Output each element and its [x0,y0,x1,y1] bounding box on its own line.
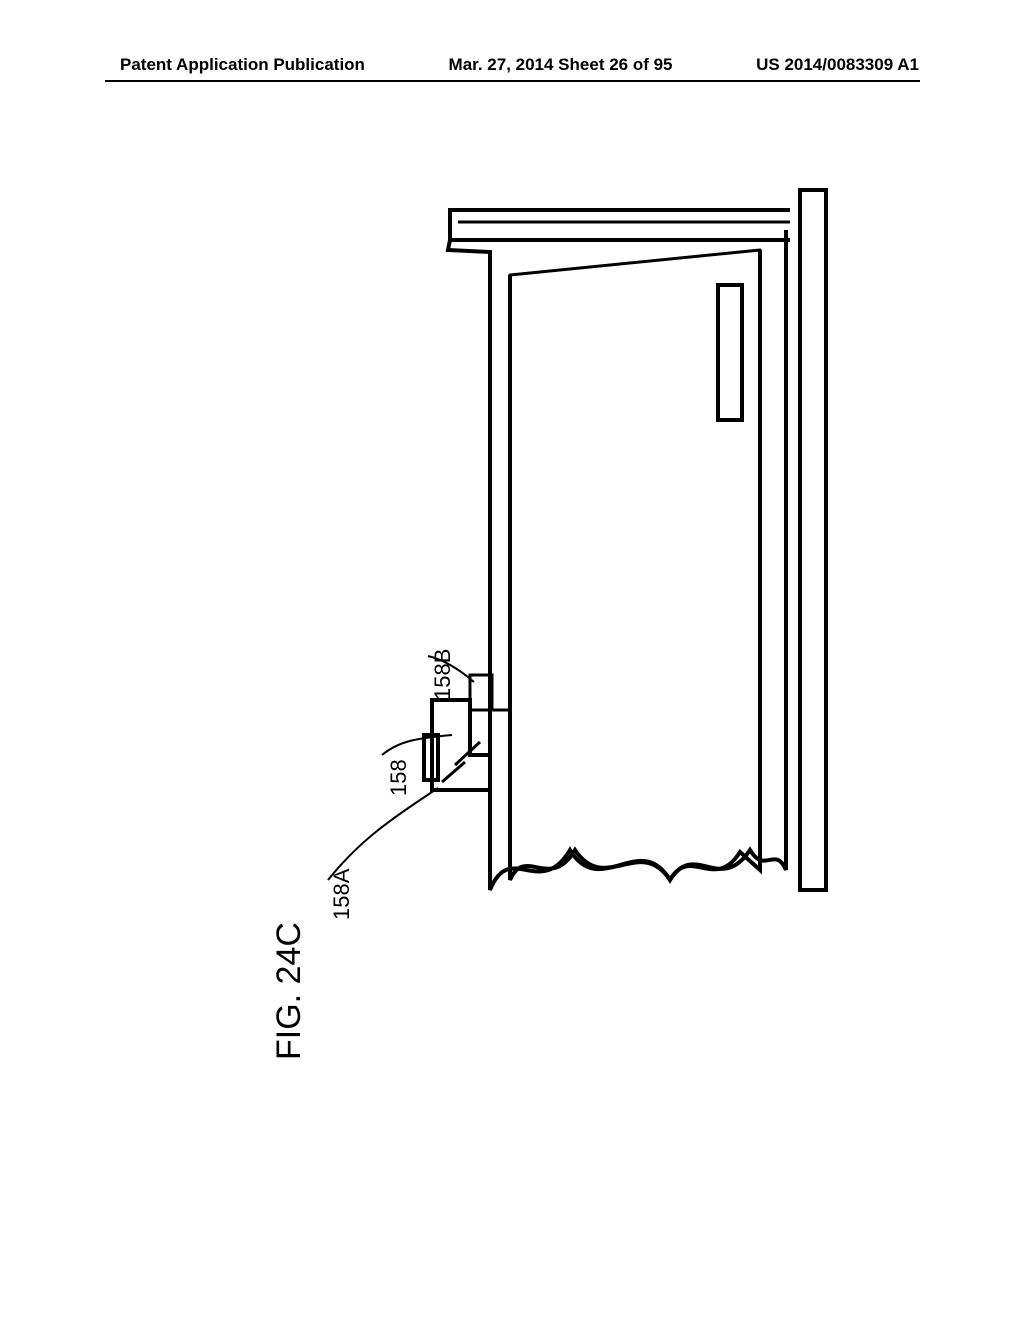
header-rule [105,80,920,82]
patent-drawing [320,180,840,900]
figure-label: FIG. 24C [270,922,309,1060]
header-right: US 2014/0083309 A1 [756,55,919,75]
page: Patent Application Publication Mar. 27, … [0,0,1024,1320]
page-header: Patent Application Publication Mar. 27, … [0,55,1024,75]
header-left: Patent Application Publication [120,55,365,75]
header-center: Mar. 27, 2014 Sheet 26 of 95 [449,55,673,75]
